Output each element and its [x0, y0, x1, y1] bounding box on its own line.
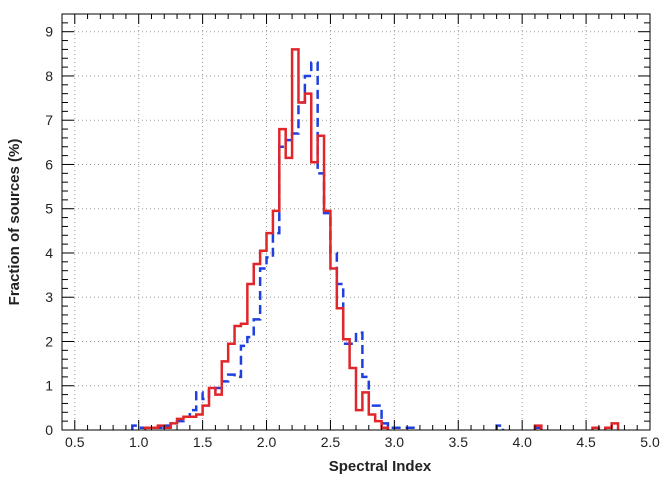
x-tick-label: 5.0 — [640, 434, 660, 450]
x-tick-label: 4.0 — [512, 434, 532, 450]
x-tick-label: 3.5 — [449, 434, 469, 450]
x-tick-label: 2.5 — [321, 434, 341, 450]
y-tick-label: 9 — [45, 24, 53, 40]
y-tick-label: 2 — [45, 333, 53, 349]
series-2-histogram — [143, 48, 620, 430]
y-tick-label: 6 — [45, 156, 53, 172]
x-axis-title: Spectral Index — [329, 458, 432, 475]
y-tick-label: 1 — [45, 378, 53, 394]
x-tick-label: 3.0 — [385, 434, 405, 450]
x-tick-label: 0.5 — [65, 434, 85, 450]
series-2-step-line — [143, 48, 620, 430]
x-tick-label: 4.5 — [576, 434, 596, 450]
x-tick-label: 2.0 — [257, 434, 277, 450]
y-tick-label: 0 — [45, 422, 53, 438]
x-tick-label: 1.5 — [193, 434, 213, 450]
tick-marks — [62, 13, 651, 431]
y-tick-label: 7 — [45, 112, 53, 128]
x-tick-labels: 0.5 1.0 1.5 2.0 2.5 3.0 3.5 4.0 4.5 5.0 — [65, 434, 660, 450]
y-axis-title: Fraction of sources (%) — [6, 139, 23, 306]
y-tick-label: 8 — [45, 68, 53, 84]
y-tick-labels: 0 1 2 3 4 5 6 7 8 9 — [45, 24, 53, 438]
y-tick-label: 5 — [45, 201, 53, 217]
y-tick-label: 3 — [45, 289, 53, 305]
x-tick-label: 1.0 — [129, 434, 149, 450]
y-tick-label: 4 — [45, 245, 53, 261]
